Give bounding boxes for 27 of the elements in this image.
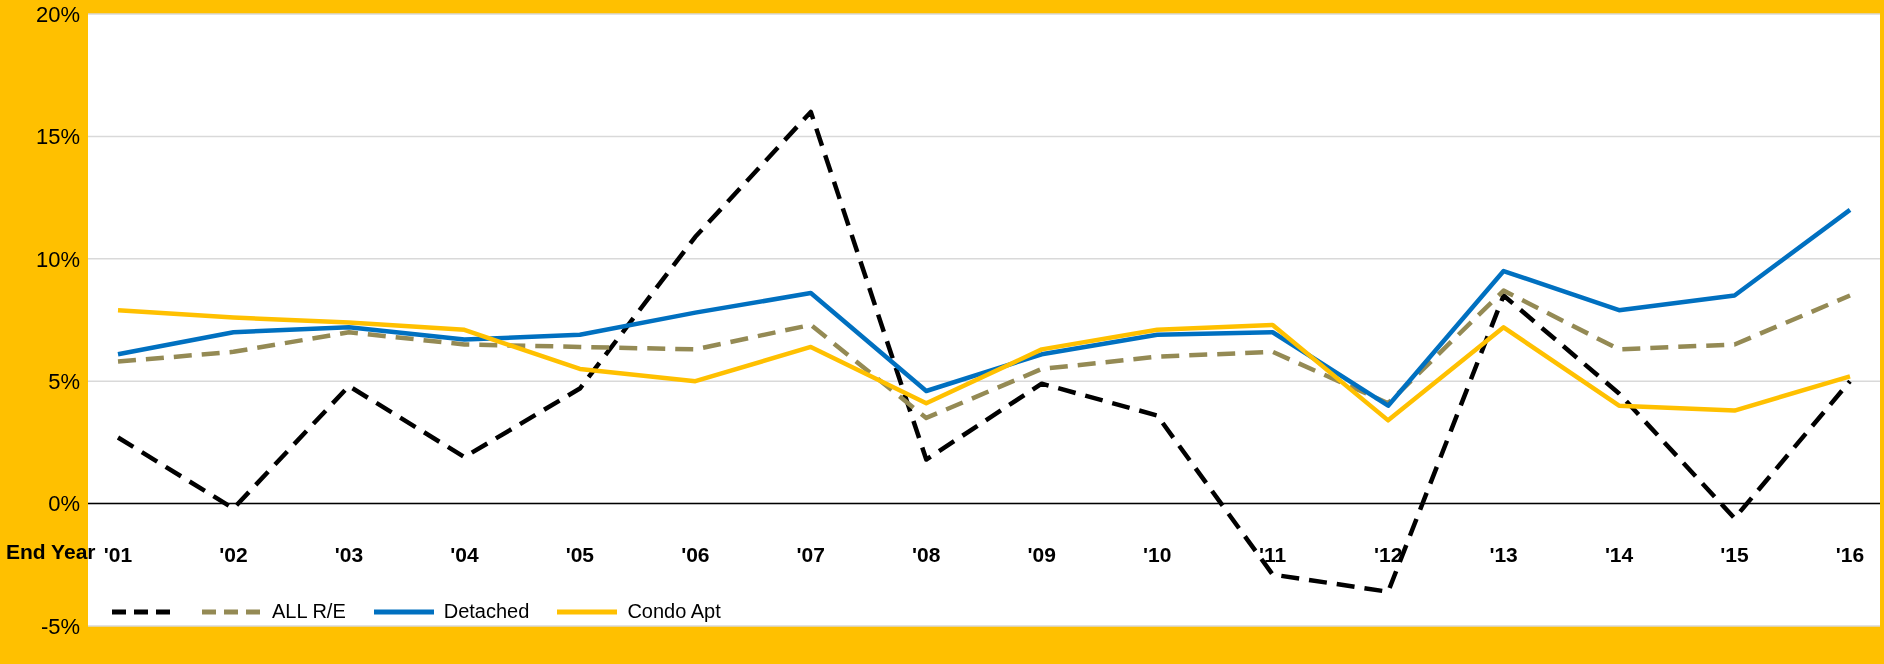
y-tick-label: -5% [40, 613, 80, 639]
x-tick-label: '06 [681, 543, 710, 566]
x-tick-label: '11 [1259, 543, 1287, 566]
y-tick-label: 5% [48, 369, 80, 395]
y-tick-label: 15% [35, 124, 80, 150]
x-tick-label: '05 [565, 543, 595, 566]
line-series [115, 288, 1853, 421]
y-tick-label: 10% [35, 246, 80, 272]
x-tick-label: '16 [1835, 543, 1865, 566]
x-tick-label: '09 [1027, 543, 1056, 566]
legend-label: Condo Apt [627, 600, 721, 623]
x-tick-label: '04 [450, 543, 479, 566]
y-tick-label: 20% [35, 1, 80, 27]
x-tick-label: '10 [1143, 543, 1172, 566]
x-tick-label: '02 [219, 543, 248, 566]
x-tick-label: '03 [334, 543, 364, 566]
line-series [115, 307, 1853, 423]
x-tick-label: '13 [1489, 543, 1518, 566]
line-series [115, 207, 1853, 408]
x-tick-label: '01 [103, 543, 133, 566]
x-tick-label: '08 [912, 543, 941, 566]
x-tick-label: '07 [796, 543, 825, 566]
y-tick-label: 0% [48, 491, 80, 517]
legend-label: ALL R/E [272, 600, 346, 623]
legend-label: Detached [443, 600, 530, 623]
x-tick-label: '14 [1604, 543, 1634, 566]
x-tick-label: '15 [1720, 543, 1750, 566]
